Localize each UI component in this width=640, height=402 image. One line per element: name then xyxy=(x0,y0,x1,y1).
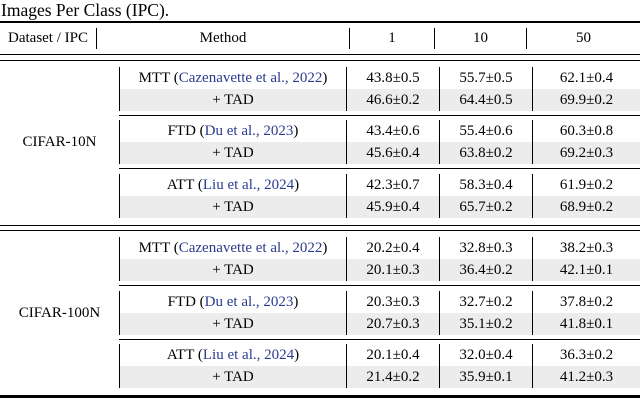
citation-text: Liu et al., 2024 xyxy=(202,347,295,363)
tad-value-cell: 68.9±0.2 xyxy=(532,195,640,218)
citation-text: Cazenavette et al., 2022 xyxy=(178,240,323,256)
tad-value-cell: 65.7±0.2 xyxy=(439,195,532,218)
value-cell: 58.3±0.4 xyxy=(439,173,532,196)
tad-label-cell: + TAD xyxy=(119,312,346,335)
method-cell: ATT (Liu et al., 2024) xyxy=(119,344,346,366)
tad-value-cell: 45.6±0.4 xyxy=(346,142,439,164)
value-cell: 60.3±0.8 xyxy=(532,120,640,142)
tad-value-cell: 69.9±0.2 xyxy=(532,88,640,111)
group-separator-rule xyxy=(119,338,640,340)
value-cell: 55.4±0.6 xyxy=(439,120,532,142)
citation-close: ) xyxy=(293,123,299,139)
dataset-block-cifar10n: CIFAR-10N MTT (Cazenavette et al., 2022)… xyxy=(0,61,640,225)
group-separator-rule xyxy=(119,114,640,116)
value-cell: 43.4±0.6 xyxy=(346,120,439,142)
dataset-block-cifar100n: CIFAR-100N MTT (Cazenavette et al., 2022… xyxy=(0,231,640,395)
table-top-rule xyxy=(0,21,640,23)
citation-text: Cazenavette et al., 2022 xyxy=(178,69,323,86)
method-name: FTD xyxy=(167,293,196,310)
header-dataset-ipc: Dataset / IPC xyxy=(0,28,97,49)
citation-text: Liu et al., 2024 xyxy=(202,176,295,193)
value-cell: 32.8±0.3 xyxy=(439,237,532,259)
tad-value-cell: 45.9±0.4 xyxy=(346,195,439,218)
citation-open: ( xyxy=(194,176,203,193)
group-separator-rule xyxy=(119,285,640,286)
method-cell: FTD (Du et al., 2023) xyxy=(119,120,346,142)
method-group-mtt: MTT (Cazenavette et al., 2022) 43.8±0.5 … xyxy=(119,66,640,111)
value-cell: 36.3±0.2 xyxy=(532,344,640,366)
table-header-row: Dataset / IPC Method 1 10 50 xyxy=(0,23,640,54)
header-ipc-50: 50 xyxy=(576,30,591,46)
tad-value-cell: 21.4±0.2 xyxy=(346,366,439,388)
tad-label-cell: + TAD xyxy=(119,195,346,218)
tad-value-cell: 46.6±0.2 xyxy=(346,88,439,111)
citation-open: ( xyxy=(195,293,205,310)
method-name: MTT xyxy=(138,69,170,86)
method-group-att: ATT (Liu et al., 2024) 42.3±0.7 58.3±0.4… xyxy=(119,173,640,218)
tad-value-cell: 35.1±0.2 xyxy=(439,312,532,335)
method-name: ATT xyxy=(166,347,195,363)
method-group-ftd: FTD (Du et al., 2023) 43.4±0.6 55.4±0.6 … xyxy=(119,120,640,164)
tad-label-cell: + TAD xyxy=(119,366,346,388)
value-cell: 38.2±0.3 xyxy=(532,237,640,259)
method-cell: MTT (Cazenavette et al., 2022) xyxy=(119,237,346,259)
header-ipc-10: 10 xyxy=(435,28,527,49)
header-double-rule xyxy=(0,54,640,61)
value-cell: 20.2±0.4 xyxy=(346,237,439,259)
tad-label-cell: + TAD xyxy=(119,88,346,111)
citation-open: ( xyxy=(195,123,205,139)
tad-value-cell: 41.8±0.1 xyxy=(532,312,640,335)
block-divider-double-rule xyxy=(0,224,640,231)
group-separator-rule xyxy=(119,168,640,169)
method-cell: FTD (Du et al., 2023) xyxy=(119,290,346,313)
citation-close: ) xyxy=(294,347,300,363)
tad-value-cell: 69.2±0.3 xyxy=(532,142,640,164)
tad-value-cell: 20.7±0.3 xyxy=(346,312,439,335)
tad-value-cell: 42.1±0.1 xyxy=(532,259,640,281)
tad-value-cell: 36.4±0.2 xyxy=(439,259,532,281)
value-cell: 37.8±0.2 xyxy=(532,290,640,313)
citation-close: ) xyxy=(294,176,300,193)
header-ipc-1: 1 xyxy=(350,28,435,49)
citation-open: ( xyxy=(169,69,179,86)
value-cell: 32.0±0.4 xyxy=(439,344,532,366)
citation-open: ( xyxy=(194,347,203,363)
dataset-label: CIFAR-100N xyxy=(18,304,101,321)
method-cell: MTT (Cazenavette et al., 2022) xyxy=(119,66,346,89)
tad-value-cell: 35.9±0.1 xyxy=(439,366,532,388)
method-cell: ATT (Liu et al., 2024) xyxy=(119,173,346,196)
tad-label-cell: + TAD xyxy=(119,259,346,281)
value-cell: 62.1±0.4 xyxy=(532,66,640,89)
tad-value-cell: 64.4±0.5 xyxy=(439,88,532,111)
citation-close: ) xyxy=(322,69,328,86)
method-name: FTD xyxy=(167,123,196,139)
value-cell: 42.3±0.7 xyxy=(346,173,439,196)
citation-text: Du et al., 2023 xyxy=(204,293,294,310)
method-name: ATT xyxy=(166,176,195,193)
value-cell: 43.8±0.5 xyxy=(346,66,439,89)
method-group-ftd: FTD (Du et al., 2023) 20.3±0.3 32.7±0.2 … xyxy=(119,290,640,335)
value-cell: 20.3±0.3 xyxy=(346,290,439,313)
tad-value-cell: 63.8±0.2 xyxy=(439,142,532,164)
value-cell: 55.7±0.5 xyxy=(439,66,532,89)
citation-close: ) xyxy=(293,293,299,310)
table-bottom-rule xyxy=(0,395,640,398)
table-caption: Images Per Class (IPC). xyxy=(1,0,170,20)
header-method: Method xyxy=(97,28,350,49)
citation-text: Du et al., 2023 xyxy=(204,123,294,139)
tad-value-cell: 41.2±0.3 xyxy=(532,366,640,388)
method-name: MTT xyxy=(138,240,170,256)
value-cell: 32.7±0.2 xyxy=(439,290,532,313)
method-group-att: ATT (Liu et al., 2024) 20.1±0.4 32.0±0.4… xyxy=(119,344,640,388)
tad-value-cell: 20.1±0.3 xyxy=(346,259,439,281)
value-cell: 20.1±0.4 xyxy=(346,344,439,366)
tad-label-cell: + TAD xyxy=(119,142,346,164)
citation-close: ) xyxy=(322,240,328,256)
value-cell: 61.9±0.2 xyxy=(532,173,640,196)
citation-open: ( xyxy=(169,240,179,256)
method-group-mtt: MTT (Cazenavette et al., 2022) 20.2±0.4 … xyxy=(119,237,640,281)
dataset-label: CIFAR-10N xyxy=(22,134,97,150)
